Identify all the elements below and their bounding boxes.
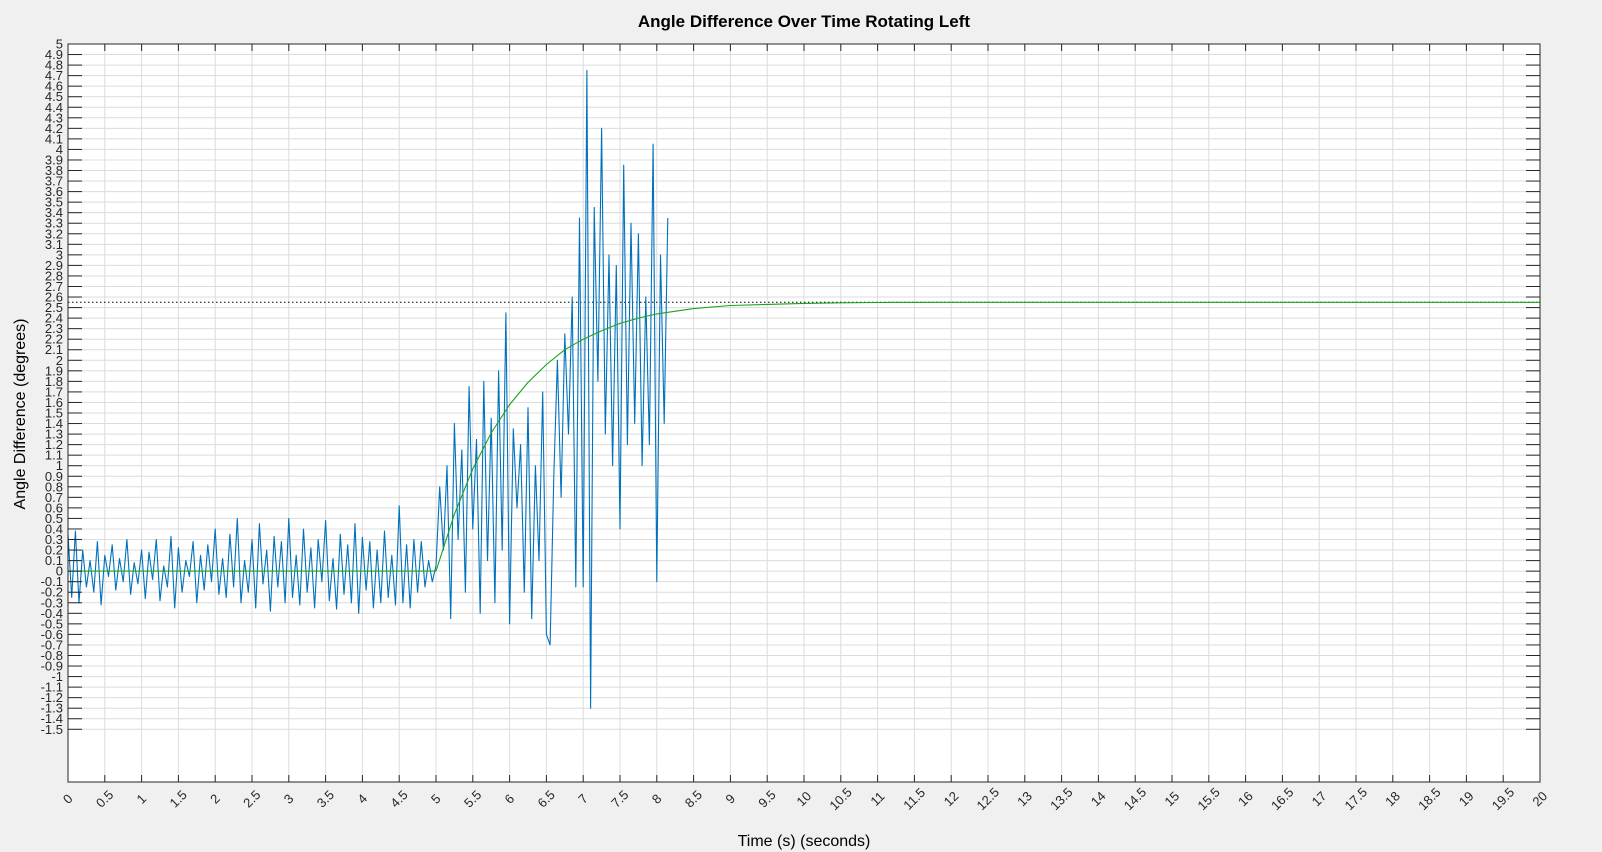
y-tick-label: 0.3: [45, 532, 63, 547]
y-tick-label: -0.9: [41, 659, 63, 674]
y-tick-label: 3: [56, 247, 63, 262]
y-tick-label: 2.5: [45, 300, 63, 315]
y-tick-label: 0.4: [45, 521, 63, 536]
y-tick-label: -0.2: [41, 585, 63, 600]
y-tick-label: 2.4: [45, 311, 63, 326]
y-tick-label: -0.8: [41, 648, 63, 663]
y-tick-label: 4.3: [45, 110, 63, 125]
y-tick-label: -0.3: [41, 595, 63, 610]
y-tick-label: 4.7: [45, 68, 63, 83]
series-line-0: [67, 69, 669, 709]
y-tick-label: 3.4: [45, 205, 63, 220]
y-tick-label: 4.2: [45, 121, 63, 136]
y-tick-label: -1: [51, 669, 63, 684]
y-tick-label: -1.1: [41, 680, 63, 695]
data-series: [67, 69, 1540, 709]
y-tick-label: 3.9: [45, 152, 63, 167]
y-tick-label: 0.1: [45, 553, 63, 568]
y-tick-label: -1.3: [41, 701, 63, 716]
y-tick-label: -1.4: [41, 711, 63, 726]
y-tick-label: 0.5: [45, 511, 63, 526]
y-tick-label: 4.5: [45, 89, 63, 104]
y-tick-label: 3.2: [45, 226, 63, 241]
y-tick-label: 5: [56, 37, 63, 52]
y-tick-label: 1.4: [45, 416, 63, 431]
y-tick-label: -0.4: [41, 606, 63, 621]
y-tick-label: -0.6: [41, 627, 63, 642]
y-tick-label: 1.9: [45, 363, 63, 378]
y-tick-label: 2.1: [45, 342, 63, 357]
series-line-1: [68, 301, 1540, 572]
y-axis-label: Angle Difference (degrees): [12, 319, 29, 510]
y-tick-label: 1.6: [45, 395, 63, 410]
y-tick-label: 1.3: [45, 427, 63, 442]
y-tick-label: 0.8: [45, 479, 63, 494]
y-tick-label: -0.1: [41, 574, 63, 589]
chart-title: Angle Difference Over Time Rotating Left: [638, 12, 971, 31]
x-axis-label: Time (s) (seconds): [738, 833, 871, 850]
y-tick-label: 0: [56, 564, 63, 579]
y-tick-label: 1.8: [45, 374, 63, 389]
y-tick-label: 0.7: [45, 490, 63, 505]
grid-lines: [67, 43, 1541, 782]
y-tick-label: 2.9: [45, 258, 63, 273]
y-tick-label: 0.2: [45, 543, 63, 558]
y-tick-label: 4.4: [45, 100, 63, 115]
y-tick-label: 1: [56, 458, 63, 473]
y-tick-label: 4.9: [45, 47, 63, 62]
y-tick-label: 2.8: [45, 268, 63, 283]
y-tick-label: 1.5: [45, 406, 63, 421]
y-tick-label: -1.2: [41, 690, 63, 705]
y-tick-label: 1.7: [45, 384, 63, 399]
y-tick-label: -0.5: [41, 616, 63, 631]
y-tick-label: 3.5: [45, 195, 63, 210]
y-tick-label: 4.8: [45, 58, 63, 73]
y-tick-label: 2: [56, 353, 63, 368]
y-tick-label: -1.5: [41, 722, 63, 737]
y-tick-label: 3.3: [45, 216, 63, 231]
y-tick-label: 0.9: [45, 469, 63, 484]
y-tick-label: 3.1: [45, 237, 63, 252]
y-tick-label: 2.3: [45, 321, 63, 336]
y-tick-label: 4.6: [45, 79, 63, 94]
y-tick-label: 2.7: [45, 279, 63, 294]
y-tick-label: 3.8: [45, 163, 63, 178]
y-tick-label: 3.6: [45, 184, 63, 199]
y-tick-label: 3.7: [45, 174, 63, 189]
y-tick-label: 2.2: [45, 332, 63, 347]
y-tick-label: -0.7: [41, 637, 63, 652]
y-tick-label: 4: [56, 142, 63, 157]
y-tick-label: 0.6: [45, 500, 63, 515]
y-tick-label: 2.6: [45, 290, 63, 305]
y-tick-label: 1.2: [45, 437, 63, 452]
y-tick-label: 1.1: [45, 448, 63, 463]
y-tick-label: 4.1: [45, 131, 63, 146]
